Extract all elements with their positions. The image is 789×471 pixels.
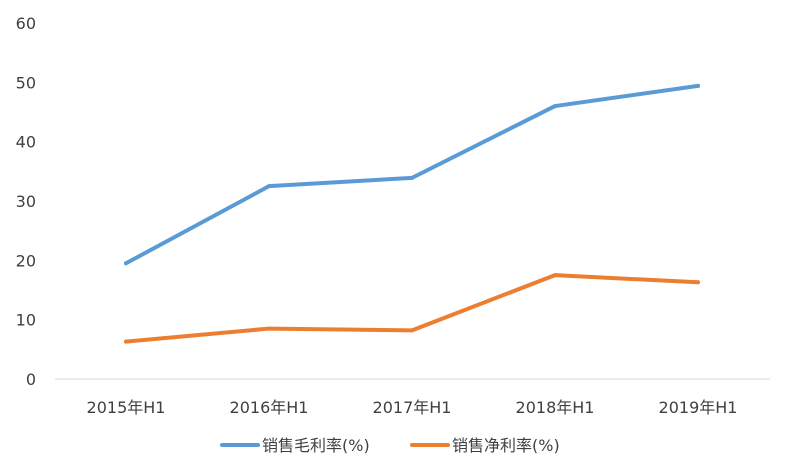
data-point [553,273,557,278]
y-tick-label: 40 [16,133,36,152]
data-point [124,261,128,266]
x-axis-tick-labels: 2015年H1 2016年H1 2017年H1 2018年H1 2019年H1 [87,398,738,417]
data-point [553,104,557,109]
data-point [696,280,700,285]
y-tick-label: 10 [16,311,36,330]
legend: 销售毛利率(%) 销售净利率(%) [220,436,560,455]
data-point [267,184,271,189]
y-tick-label: 50 [16,73,36,92]
data-point [696,83,700,88]
x-tick-label: 2015年H1 [87,398,166,417]
legend-label: 销售毛利率(%) [262,436,370,455]
data-point [267,326,271,331]
series-line-1 [124,83,700,266]
y-tick-label: 0 [26,370,36,389]
y-tick-label: 20 [16,251,36,270]
y-axis-tick-labels: 0 10 20 30 40 50 60 [16,14,36,389]
legend-label: 销售净利率(%) [452,436,560,455]
data-point [124,339,128,344]
x-tick-label: 2019年H1 [659,398,738,417]
data-point [410,328,414,333]
x-tick-label: 2017年H1 [373,398,452,417]
data-point [410,175,414,180]
x-tick-label: 2018年H1 [516,398,595,417]
y-tick-label: 60 [16,14,36,33]
y-tick-label: 30 [16,192,36,211]
x-tick-label: 2016年H1 [230,398,309,417]
series-layer [124,83,700,344]
